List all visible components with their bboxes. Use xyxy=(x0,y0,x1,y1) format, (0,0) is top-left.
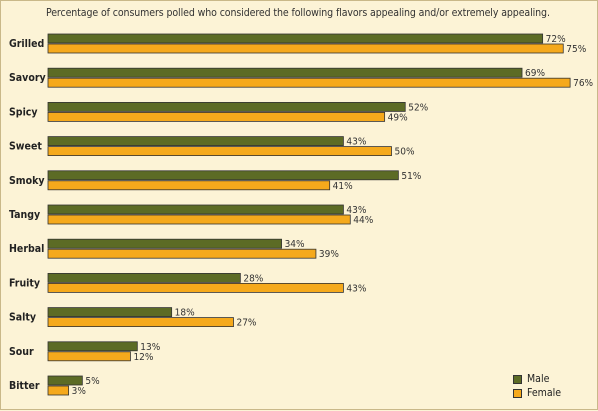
bar-grilled-male xyxy=(47,33,544,44)
category-label-fruity: Fruity xyxy=(9,277,40,289)
data-label-salty-male: 18% xyxy=(175,308,195,319)
legend-item-male: Male xyxy=(513,372,561,386)
data-label-sweet-male: 43% xyxy=(346,137,366,148)
data-label-grilled-male: 72% xyxy=(546,34,566,45)
category-label-sweet: Sweet xyxy=(9,141,42,153)
category-label-grilled: Grilled xyxy=(9,38,44,50)
bar-sweet-male xyxy=(47,136,344,147)
category-label-bitter: Bitter xyxy=(9,380,40,392)
data-label-salty-female: 27% xyxy=(236,318,256,329)
chart-title: Percentage of consumers polled who consi… xyxy=(46,7,550,19)
data-label-grilled-female: 75% xyxy=(566,44,586,55)
bar-savory-male xyxy=(47,67,523,78)
legend: Male Female xyxy=(513,372,561,400)
bar-smoky-female xyxy=(47,180,331,191)
category-label-spicy: Spicy xyxy=(9,106,38,118)
data-label-sour-female: 12% xyxy=(133,352,153,363)
bar-smoky-male xyxy=(47,170,399,181)
bar-tangy-male xyxy=(47,204,344,215)
data-label-smoky-female: 41% xyxy=(333,181,353,192)
bar-bitter-male xyxy=(47,375,83,386)
bar-sour-male xyxy=(47,341,138,352)
data-label-sweet-female: 50% xyxy=(395,147,415,158)
bar-sweet-female xyxy=(47,146,392,157)
category-label-salty: Salty xyxy=(9,312,36,324)
data-label-bitter-female: 3% xyxy=(72,386,87,397)
bar-bitter-female xyxy=(47,385,70,396)
data-label-smoky-male: 51% xyxy=(401,171,421,182)
data-label-herbal-male: 34% xyxy=(285,239,305,250)
bar-herbal-female xyxy=(47,248,317,259)
data-label-tangy-male: 43% xyxy=(346,205,366,216)
data-label-spicy-female: 49% xyxy=(388,112,408,123)
category-label-savory: Savory xyxy=(9,72,46,84)
bar-salty-male xyxy=(47,307,173,318)
bar-salty-female xyxy=(47,317,234,328)
bar-tangy-female xyxy=(47,214,351,225)
bar-fruity-male xyxy=(47,272,241,283)
bar-herbal-male xyxy=(47,238,282,249)
bar-spicy-male xyxy=(47,102,406,112)
data-label-savory-female: 76% xyxy=(573,78,593,89)
data-label-bitter-male: 5% xyxy=(85,376,100,387)
bar-spicy-female xyxy=(47,112,386,122)
category-label-herbal: Herbal xyxy=(9,243,44,255)
category-label-smoky: Smoky xyxy=(9,175,45,187)
bar-savory-female xyxy=(47,77,571,88)
data-label-fruity-female: 43% xyxy=(346,283,366,294)
legend-label-female: Female xyxy=(527,387,562,399)
bar-sour-female xyxy=(47,351,131,362)
data-label-herbal-female: 39% xyxy=(319,249,339,260)
category-label-tangy: Tangy xyxy=(9,209,40,221)
data-label-tangy-female: 44% xyxy=(353,215,373,226)
category-label-sour: Sour xyxy=(9,346,34,358)
data-label-sour-male: 13% xyxy=(140,342,160,353)
legend-item-female: Female xyxy=(513,386,561,400)
data-label-savory-male: 69% xyxy=(525,68,545,79)
data-label-fruity-male: 28% xyxy=(243,273,263,284)
legend-swatch-male xyxy=(513,374,522,384)
bar-fruity-female xyxy=(47,282,344,293)
legend-swatch-female xyxy=(513,388,522,398)
bar-grilled-female xyxy=(47,43,564,54)
data-label-spicy-male: 52% xyxy=(408,102,428,113)
legend-label-male: Male xyxy=(527,373,550,385)
